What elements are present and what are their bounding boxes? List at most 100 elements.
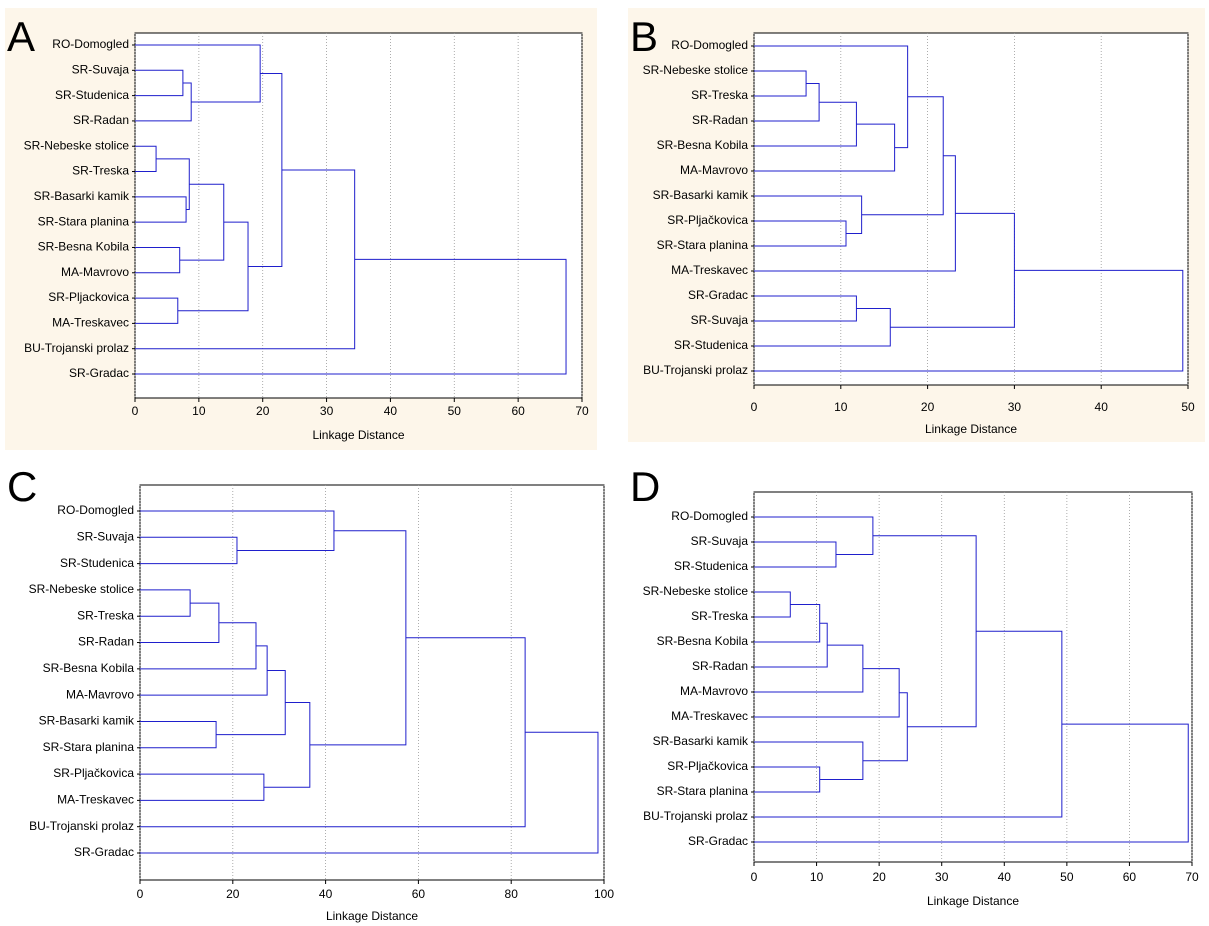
leaf-label: BU-Trojanski prolaz <box>643 809 748 823</box>
leaf-label: SR-Gradac <box>69 366 129 380</box>
leaf-label: SR-Pljačkovica <box>667 213 748 227</box>
dendrogram-link <box>754 630 1063 818</box>
x-axis-title: Linkage Distance <box>326 909 418 923</box>
panel: B 0 10 20 30 40 50 Linkage Distance RO-Domogled S… <box>628 8 1205 442</box>
x-axis-title: Linkage Distance <box>927 894 1019 908</box>
leaf-label: SR-Studenica <box>55 88 129 102</box>
dendrogram-link <box>135 82 192 122</box>
dendrogram-link <box>140 731 599 854</box>
x-tick-label: 20 <box>256 404 270 418</box>
leaf-label: RO-Domogled <box>57 503 134 517</box>
leaf-label: MA-Mavrovo <box>61 265 129 279</box>
leaf-label: RO-Domogled <box>671 38 748 52</box>
leaf-label: SR-Treska <box>691 88 748 102</box>
dendrogram-link <box>135 258 567 375</box>
leaf-label: SR-Besna Kobila <box>657 634 749 648</box>
dendrogram-link <box>754 644 864 693</box>
leaf-label: SR-Suvaja <box>691 313 749 327</box>
x-tick-label: 10 <box>810 870 824 884</box>
x-tick-label: 10 <box>834 400 848 414</box>
x-tick-label: 40 <box>319 887 333 901</box>
leaf-label: SR-Gradac <box>688 834 748 848</box>
leaf-label: SR-Gradac <box>74 845 134 859</box>
x-tick-label: 60 <box>511 404 525 418</box>
x-tick-label: 40 <box>1095 400 1109 414</box>
leaf-label: SR-Treska <box>77 608 134 622</box>
leaf-label: SR-Besna Kobila <box>43 661 135 675</box>
leaf-label: MA-Treskavec <box>57 793 134 807</box>
leaf-label: MA-Mavrovo <box>680 163 748 177</box>
leaf-label: SR-Radan <box>78 635 134 649</box>
x-tick-label: 50 <box>1060 870 1074 884</box>
x-tick-label: 0 <box>137 887 144 901</box>
leaf-label: SR-Radan <box>692 659 748 673</box>
panel-label: C <box>7 463 37 510</box>
leaf-label: RO-Domogled <box>671 509 748 523</box>
leaf-label: SR-Stara planina <box>43 740 135 754</box>
leaf-label: SR-Gradac <box>688 288 748 302</box>
x-tick-label: 50 <box>1181 400 1195 414</box>
x-axis-title: Linkage Distance <box>925 422 1017 436</box>
leaf-label: SR-Besna Kobila <box>657 138 749 152</box>
dendrogram-link <box>135 297 179 324</box>
leaf-label: SR-Stara planina <box>657 238 749 252</box>
leaf-label: SR-Treska <box>691 609 748 623</box>
panel: A 0 10 20 30 40 50 60 70 Linkage Distance RO-Domog… <box>5 8 597 450</box>
x-axis-title: Linkage Distance <box>312 428 404 442</box>
leaf-label: SR-Studenica <box>60 556 134 570</box>
leaf-label: SR-Basarki kamik <box>653 734 749 748</box>
panel-label: D <box>630 463 660 510</box>
x-tick-label: 30 <box>320 404 334 418</box>
dendrogram-link <box>177 221 249 312</box>
panel-label: B <box>630 13 658 60</box>
leaf-label: SR-Suvaja <box>691 534 749 548</box>
leaf-label: SR-Basarki kamik <box>653 188 749 202</box>
leaf-label: MA-Treskavec <box>52 316 129 330</box>
leaf-label: SR-Treska <box>72 164 129 178</box>
leaf-label: SR-Pljačkovica <box>53 766 134 780</box>
leaf-label: SR-Stara planina <box>38 214 130 228</box>
panel: D 0 10 20 30 40 50 60 70 Linkage Distance RO-Domog… <box>628 462 1205 917</box>
x-tick-label: 0 <box>751 400 758 414</box>
plot-area <box>753 491 1193 863</box>
leaf-label: MA-Treskavec <box>671 263 748 277</box>
plot-area <box>753 32 1189 386</box>
leaf-label: SR-Nebeske stolice <box>643 63 749 77</box>
plot-area <box>139 484 605 881</box>
leaf-label: SR-Stara planina <box>657 784 749 798</box>
x-tick-label: 0 <box>751 870 758 884</box>
leaf-label: SR-Suvaja <box>72 62 130 76</box>
dendrogram-link <box>754 741 864 780</box>
x-tick-label: 70 <box>575 404 589 418</box>
leaf-label: SR-Nebeske stolice <box>643 584 749 598</box>
dendrogram-link <box>248 72 283 267</box>
leaf-label: RO-Domogled <box>52 37 129 51</box>
leaf-label: MA-Mavrovo <box>66 687 134 701</box>
dendrogram-link <box>754 723 1189 843</box>
leaf-label: SR-Nebeske stolice <box>29 582 135 596</box>
x-tick-label: 40 <box>998 870 1012 884</box>
leaf-label: SR-Studenica <box>674 559 748 573</box>
leaf-label: SR-Basarki kamik <box>34 189 130 203</box>
leaf-label: MA-Mavrovo <box>680 684 748 698</box>
panel: C 0 20 40 60 80 100 Linkage Distance RO-Domogled… <box>5 462 614 923</box>
x-tick-label: 80 <box>505 887 519 901</box>
x-tick-label: 30 <box>1008 400 1022 414</box>
x-tick-label: 100 <box>594 887 614 901</box>
plot-area <box>134 32 583 399</box>
leaf-label: SR-Radan <box>73 113 129 127</box>
leaf-label: BU-Trojanski prolaz <box>643 363 748 377</box>
leaf-label: SR-Studenica <box>674 338 748 352</box>
leaf-label: SR-Pljačkovica <box>667 759 748 773</box>
panel-label: A <box>7 13 35 60</box>
x-tick-label: 0 <box>132 404 139 418</box>
leaf-label: SR-Nebeske stolice <box>24 138 130 152</box>
leaf-label: SR-Suvaja <box>77 529 135 543</box>
leaf-label: SR-Besna Kobila <box>38 240 130 254</box>
x-tick-label: 60 <box>412 887 426 901</box>
dendrogram-link <box>754 269 1184 372</box>
x-tick-label: 60 <box>1123 870 1137 884</box>
x-tick-label: 20 <box>226 887 240 901</box>
leaf-label: BU-Trojanski prolaz <box>24 341 129 355</box>
